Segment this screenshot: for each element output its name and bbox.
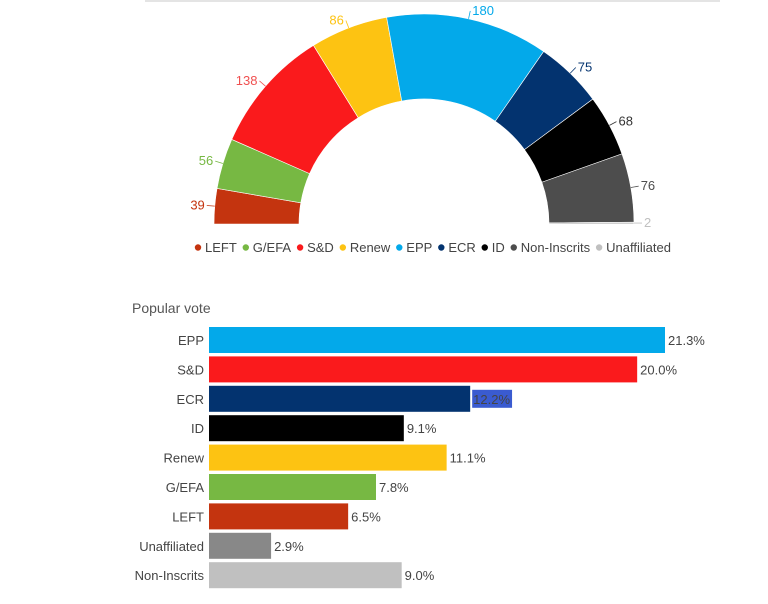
bar-value-label: 7.8%: [379, 480, 409, 495]
bar-category-label: Non-Inscrits: [135, 568, 205, 583]
legend-item-epp: EPP: [396, 240, 432, 255]
legend-label: G/EFA: [253, 240, 292, 255]
bar: [209, 385, 471, 412]
legend-dot-icon: [595, 244, 603, 251]
bar-value-label: 9.1%: [407, 421, 437, 436]
legend-dot-icon: [438, 244, 445, 251]
bar-chart-title: Popular vote: [132, 300, 211, 316]
slice-leader-line: [206, 205, 215, 207]
bar-value-label: 6.5%: [351, 509, 381, 524]
bar-value-label: 21.3%: [668, 333, 705, 348]
legend-label: ID: [492, 240, 505, 255]
slice-value-label: 180: [472, 3, 494, 18]
slice-value-label: 76: [641, 178, 655, 193]
legend-item-non-inscrits: Non-Inscrits: [510, 240, 591, 255]
bar-category-label: LEFT: [172, 509, 204, 524]
slice-leader-line: [345, 20, 350, 29]
legend-dot-icon: [396, 244, 403, 251]
bar-row-unaffiliated: Unaffiliated 2.9%: [139, 532, 304, 559]
bar-row-ecr: ECR 12.2%: [177, 385, 513, 412]
legend-item-renew: Renew: [339, 240, 391, 255]
bar: [209, 562, 402, 589]
slice-value-label: 86: [329, 12, 343, 27]
legend-label: S&D: [307, 240, 334, 255]
bar-value-label: 11.1%: [450, 451, 486, 466]
top-divider: [145, 0, 720, 2]
slice-leader-line: [630, 185, 639, 188]
legend-label: Unaffiliated: [606, 240, 671, 255]
legend-label: Non-Inscrits: [521, 240, 591, 255]
legend-dot-icon: [510, 244, 517, 251]
bar-value-label: 2.9%: [274, 539, 304, 554]
slice-leader-line: [609, 121, 617, 126]
slice-value-label: 75: [578, 60, 592, 75]
legend-label: LEFT: [205, 240, 237, 255]
bar-category-label: Unaffiliated: [139, 539, 204, 554]
bar-category-label: ID: [191, 421, 204, 436]
bar-category-label: Renew: [164, 451, 205, 466]
bar-value-label: 12.2%: [473, 392, 510, 407]
bar-row-s-d: S&D 20.0%: [177, 356, 677, 383]
bar-row-renew: Renew 11.1%: [164, 444, 486, 471]
bar-value-label: 9.0%: [405, 568, 435, 583]
bar-row-g-efa: G/EFA 7.8%: [166, 474, 409, 500]
bar-category-label: EPP: [178, 333, 204, 348]
hemicycle-slice-unaffiliated: [548, 221, 635, 225]
legend-dot-icon: [194, 244, 202, 251]
bar-row-left: LEFT 6.5%: [172, 503, 381, 530]
slice-value-label: 2: [644, 215, 651, 230]
legend-item-id: ID: [481, 240, 505, 255]
legend-label: ECR: [448, 240, 475, 255]
slice-value-label: 68: [618, 114, 632, 129]
bar: [209, 474, 376, 500]
bar-category-label: S&D: [177, 362, 204, 377]
legend-item-g-efa: G/EFA: [242, 240, 292, 255]
bar-value-label: 20.0%: [640, 362, 677, 377]
slice-leader-line: [569, 67, 577, 74]
slice-leader-line: [468, 10, 471, 19]
bar-row-non-inscrits: Non-Inscrits 9.0%: [135, 562, 435, 589]
legend-item-ecr: ECR: [438, 240, 476, 255]
bar: [209, 503, 349, 530]
legend-label: Renew: [350, 240, 391, 255]
slice-leader-line: [215, 160, 224, 164]
bar: [209, 444, 447, 471]
slice-leader-line: [259, 80, 266, 87]
slice-value-label: 138: [236, 73, 258, 88]
bar-row-epp: EPP 21.3%: [178, 327, 705, 353]
slice-value-label: 56: [199, 153, 213, 168]
legend-dot-icon: [339, 244, 347, 251]
legend-item-left: LEFT: [194, 240, 237, 255]
bar: [209, 415, 404, 442]
bar: [209, 532, 272, 559]
hemicycle-legend: LEFT G/EFA S&D Renew EPP ECR ID Non-Inscrits Una…: [194, 240, 671, 255]
bar-category-label: ECR: [177, 392, 204, 407]
bar-row-id: ID 9.1%: [191, 415, 437, 442]
bar-category-label: G/EFA: [166, 480, 205, 495]
legend-item-s-d: S&D: [296, 240, 334, 255]
legend-label: EPP: [406, 240, 432, 255]
text-selection-highlight: [472, 389, 513, 408]
bar: [209, 356, 638, 383]
legend-dot-icon: [296, 244, 304, 251]
slice-value-label: 39: [190, 197, 204, 212]
legend-item-unaffiliated: Unaffiliated: [595, 240, 671, 255]
legend-dot-icon: [242, 244, 249, 251]
legend-dot-icon: [481, 244, 488, 251]
bar: [209, 327, 665, 353]
